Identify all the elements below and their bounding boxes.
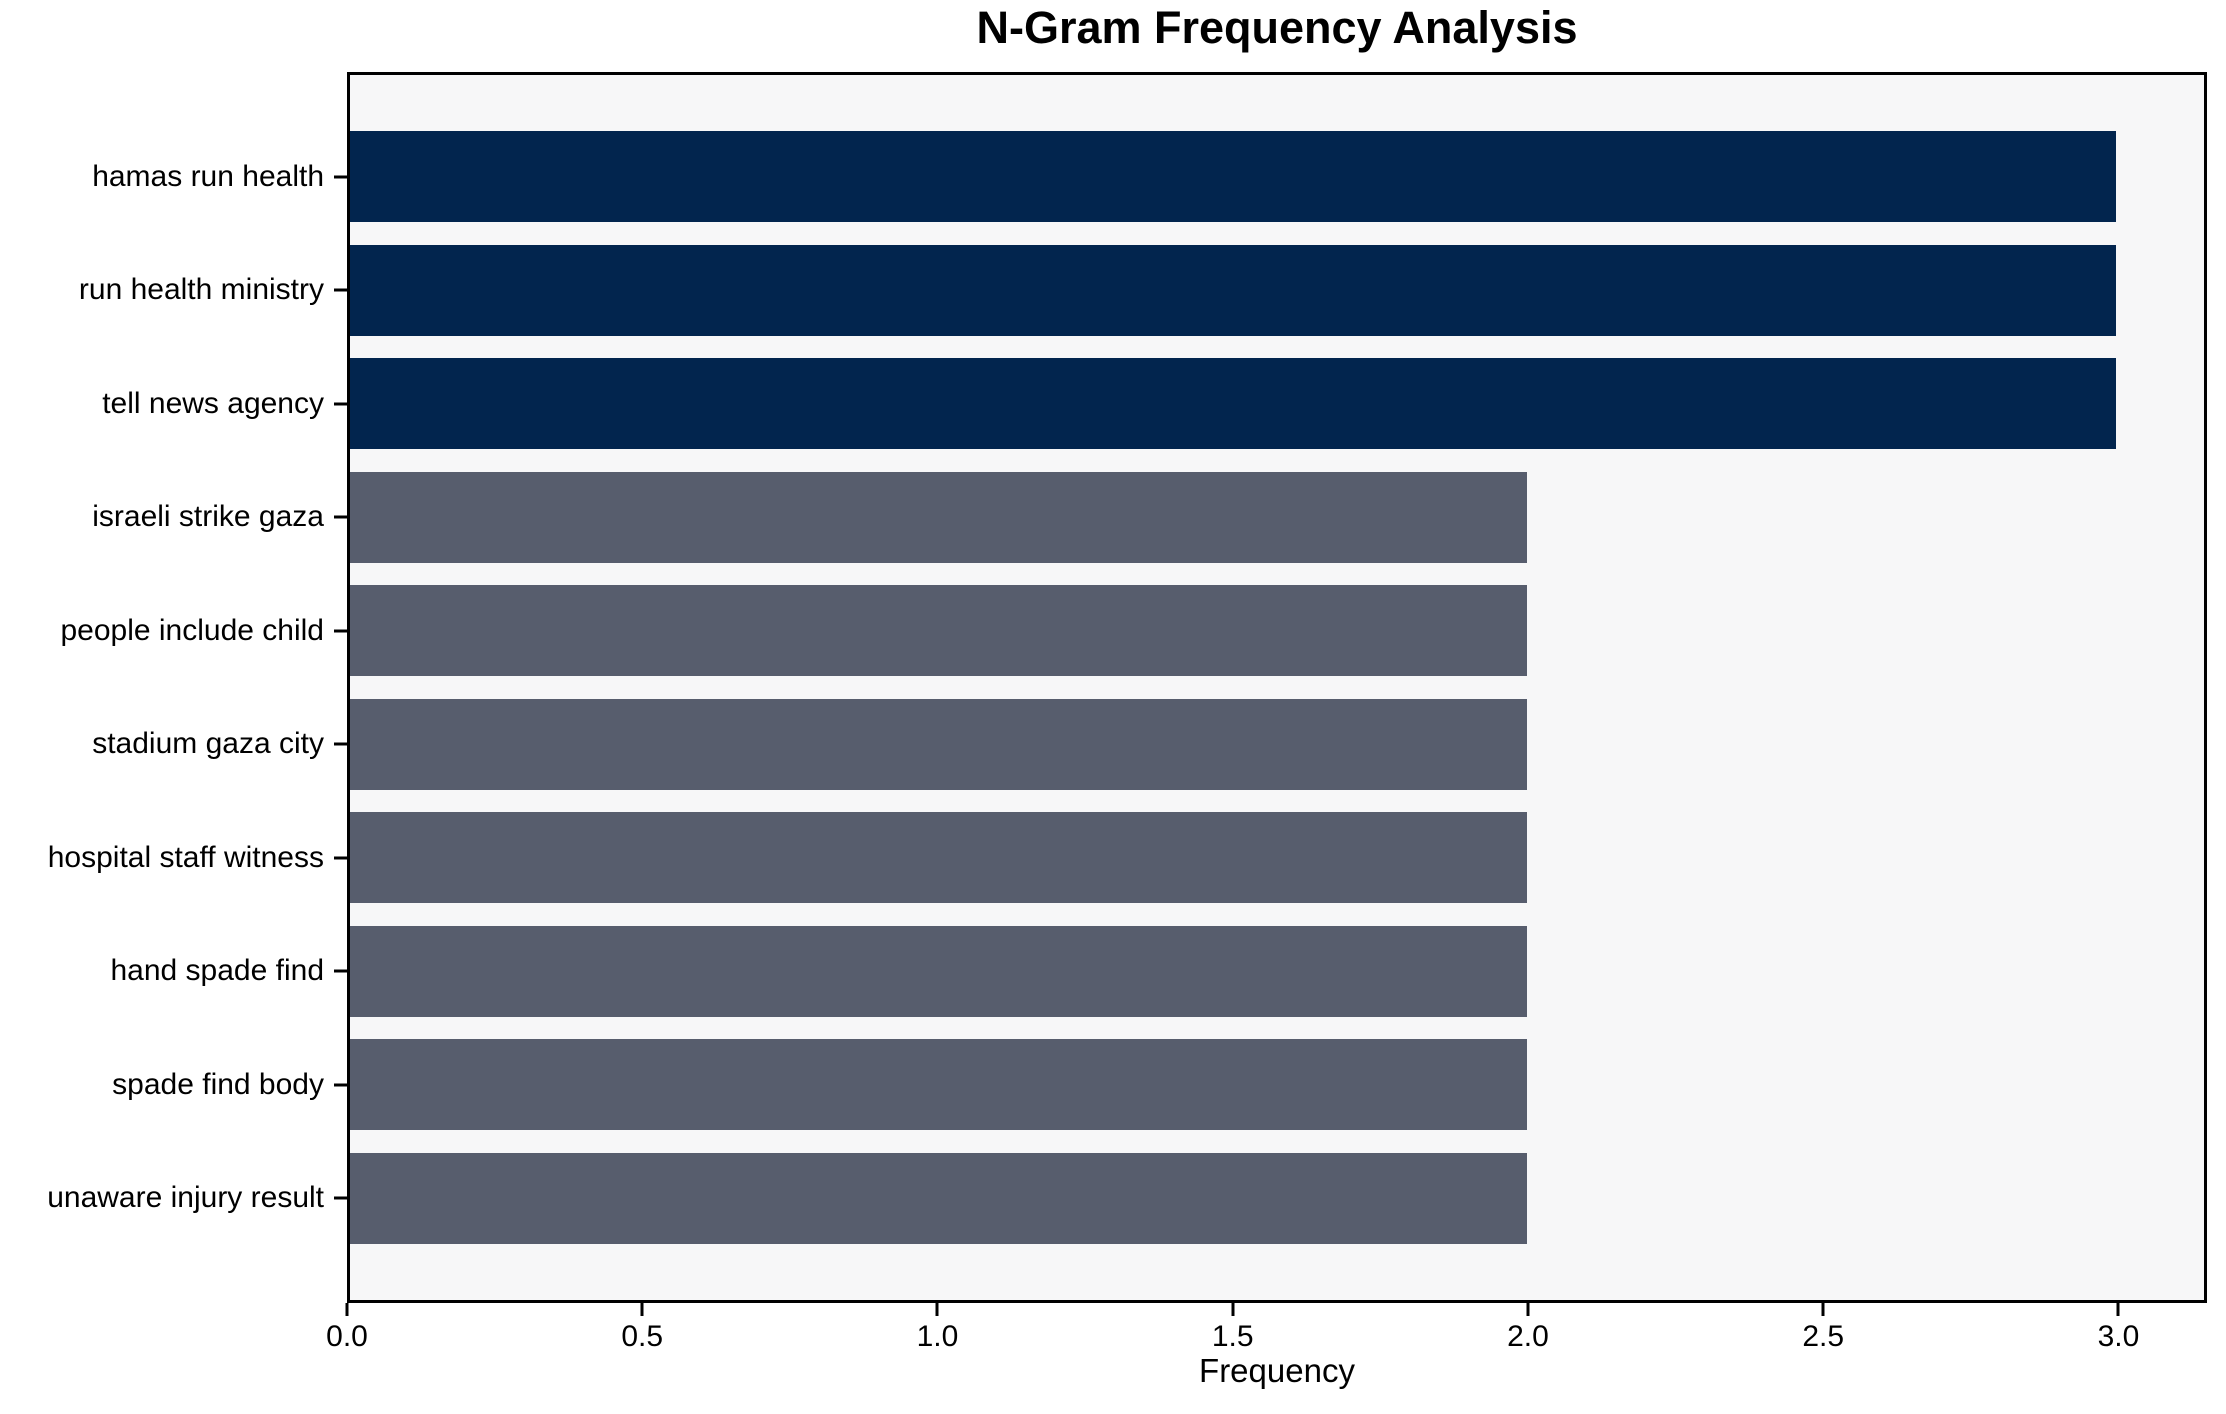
y-tick-label: spade find body — [112, 1067, 324, 1101]
y-tick-label: stadium gaza city — [92, 727, 324, 761]
x-tick-mark — [640, 1303, 644, 1316]
x-tick-mark — [1526, 1303, 1530, 1316]
bar-row: hamas run health — [92, 131, 2204, 222]
bar — [350, 244, 2116, 336]
bar-row: hand spade find — [110, 925, 2204, 1017]
y-tick-mark — [334, 1083, 347, 1087]
x-tick-mark — [935, 1303, 939, 1316]
x-tick-label: 1.0 — [916, 1320, 959, 1353]
bar-row: tell news agency — [102, 358, 2204, 450]
y-tick-label: israeli strike gaza — [92, 500, 324, 534]
bar — [350, 471, 1528, 563]
bar — [350, 131, 2116, 222]
x-tick-label: 1.5 — [1211, 1320, 1254, 1353]
x-axis-label: Frequency — [1199, 1352, 1355, 1389]
bar-row: people include child — [60, 585, 2204, 677]
y-tick-label: hand spade find — [110, 954, 324, 988]
y-tick-label: unaware injury result — [47, 1181, 324, 1215]
x-tick-label: 2.0 — [1507, 1320, 1549, 1353]
bar — [350, 585, 1528, 677]
bar-row: spade find body — [112, 1039, 2204, 1131]
y-tick-mark — [334, 856, 347, 860]
bar-row: run health ministry — [79, 244, 2204, 336]
y-tick-label: tell news agency — [102, 386, 324, 420]
x-tick-mark — [1231, 1303, 1235, 1316]
bar — [350, 1152, 1528, 1244]
y-tick-mark — [334, 515, 347, 519]
bar — [350, 358, 2116, 450]
bar — [350, 925, 1528, 1017]
x-tick-label: 3.0 — [2097, 1320, 2140, 1353]
bar-row: unaware injury result — [47, 1152, 2204, 1244]
x-tick-mark — [2116, 1303, 2120, 1316]
chart-title: N-Gram Frequency Analysis — [976, 2, 1578, 53]
y-tick-label: hamas run health — [92, 159, 324, 193]
bars-container: hamas run health run health ministry tell … — [47, 75, 2204, 1300]
x-tick-mark — [1821, 1303, 1825, 1316]
y-tick-label: run health ministry — [78, 273, 324, 307]
y-tick-mark — [334, 175, 347, 178]
x-tick-mark — [345, 1303, 349, 1316]
bar-row: israeli strike gaza — [92, 471, 2204, 563]
x-tick-label: 0.5 — [621, 1320, 664, 1353]
bar — [350, 1039, 1528, 1131]
x-tick-label: 0.0 — [326, 1320, 368, 1353]
bar-row: hospital staff witness — [48, 812, 2204, 904]
y-tick-label: people include child — [60, 613, 324, 647]
x-axis: 0.0 0.5 1.0 1.5 2.0 2.5 3.0 — [326, 1303, 2207, 1383]
y-tick-mark — [334, 969, 347, 973]
plot-area: hamas run health run health ministry tell … — [47, 72, 2207, 1303]
y-tick-mark — [334, 1196, 347, 1200]
y-tick-mark — [334, 288, 347, 292]
y-tick-mark — [334, 629, 347, 633]
bar — [350, 812, 1528, 904]
y-tick-mark — [334, 742, 347, 746]
bar-row: stadium gaza city — [92, 698, 2204, 790]
y-tick-label: hospital staff witness — [47, 840, 324, 874]
x-tick-label: 2.5 — [1802, 1320, 1845, 1353]
bar — [350, 698, 1528, 790]
y-tick-mark — [334, 402, 347, 406]
